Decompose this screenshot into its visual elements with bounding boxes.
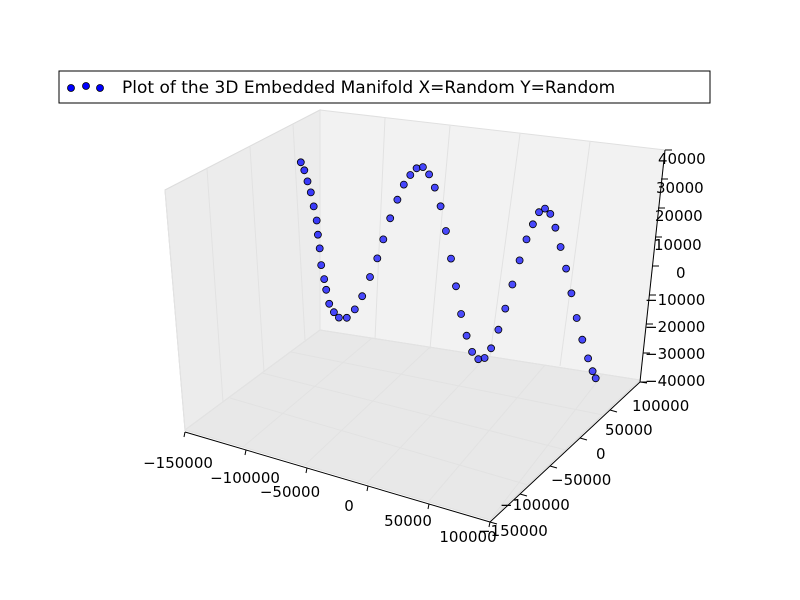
z-tick-label: −20000 <box>645 318 705 336</box>
data-point <box>425 170 434 179</box>
z-tick-label: 30000 <box>656 179 704 197</box>
y-tick-label: −100000 <box>500 496 570 514</box>
data-point <box>296 158 305 167</box>
data-point <box>303 177 312 186</box>
data-point <box>325 299 334 308</box>
data-point <box>412 164 421 173</box>
data-point <box>572 314 581 322</box>
z-tick-label: 10000 <box>654 236 702 254</box>
y-tick-label: 0 <box>596 445 606 463</box>
data-point <box>312 216 321 225</box>
data-point <box>358 292 367 301</box>
x-axis-ticks: −150000 −100000 −50000 0 50000 100000 <box>143 454 497 546</box>
data-point <box>309 202 318 211</box>
data-point <box>457 310 466 318</box>
legend-marker <box>67 84 75 92</box>
data-point <box>591 374 600 383</box>
data-point <box>320 275 329 284</box>
data-point <box>567 289 576 298</box>
data-point <box>578 335 587 344</box>
z-tick-label: 0 <box>676 264 686 282</box>
data-point <box>494 325 503 334</box>
data-point <box>562 264 570 273</box>
legend-box <box>58 70 711 104</box>
data-point <box>315 244 324 253</box>
data-point <box>436 202 445 211</box>
data-point <box>406 171 415 179</box>
data-point <box>441 227 450 235</box>
data-point <box>447 254 455 263</box>
legend-marker <box>82 82 90 90</box>
data-point <box>529 220 537 229</box>
data-point <box>522 235 531 244</box>
data-point <box>535 208 543 217</box>
data-point <box>556 243 565 251</box>
x-tick-label: 50000 <box>384 512 432 530</box>
z-tick-label: 20000 <box>655 207 703 225</box>
x-tick-label: −100000 <box>210 469 280 487</box>
data-point <box>300 166 309 175</box>
y-axis-ticks: −150000 −100000 −50000 0 50000 100000 <box>478 397 689 540</box>
data-point <box>306 188 315 197</box>
x-tick-label: 100000 <box>439 528 496 546</box>
data-point <box>501 304 510 313</box>
data-point <box>350 305 359 314</box>
data-point <box>334 313 343 322</box>
data-point <box>468 347 477 356</box>
z-tick-label: −10000 <box>645 291 705 309</box>
legend: Plot of the 3D Embedded Manifold X=Rando… <box>58 70 711 104</box>
y-tick-label: 50000 <box>605 421 653 439</box>
data-point <box>386 214 395 223</box>
data-point <box>452 282 460 291</box>
data-point <box>342 313 351 322</box>
y-tick-label: −150000 <box>478 522 548 540</box>
x-tick-label: 0 <box>344 497 354 515</box>
data-point <box>515 256 524 265</box>
data-point <box>393 195 402 204</box>
tick-marks <box>183 149 672 528</box>
data-point <box>373 254 382 263</box>
y-tick-label: −50000 <box>551 471 611 489</box>
z-tick-label: −40000 <box>645 372 705 390</box>
data-point <box>430 183 439 192</box>
data-point <box>551 223 560 232</box>
z-tick-label: 40000 <box>658 150 706 168</box>
data-point <box>487 344 496 353</box>
x-tick-label: −50000 <box>260 483 320 501</box>
z-axis-ticks: −40000 −30000 −20000 −10000 0 10000 2000… <box>645 150 706 390</box>
data-point <box>379 235 388 244</box>
legend-label: Plot of the 3D Embedded Manifold X=Rando… <box>122 78 615 98</box>
data-point <box>322 285 331 294</box>
data-point <box>399 180 408 189</box>
z-tick-label: −30000 <box>645 345 705 363</box>
data-point <box>313 230 322 239</box>
x-tick-label: −150000 <box>143 454 213 472</box>
data-point <box>366 273 374 281</box>
y-tick-label: 100000 <box>632 397 689 415</box>
scatter-points <box>296 158 600 383</box>
data-point <box>546 209 555 218</box>
data-point <box>317 261 326 270</box>
data-point <box>480 354 489 362</box>
data-point <box>474 355 483 364</box>
data-point <box>418 163 427 172</box>
data-point <box>541 204 549 213</box>
data-point <box>584 354 592 363</box>
data-point <box>462 331 471 340</box>
data-point <box>329 308 338 317</box>
legend-marker <box>96 84 104 92</box>
data-point <box>588 367 597 376</box>
data-point <box>508 280 517 289</box>
